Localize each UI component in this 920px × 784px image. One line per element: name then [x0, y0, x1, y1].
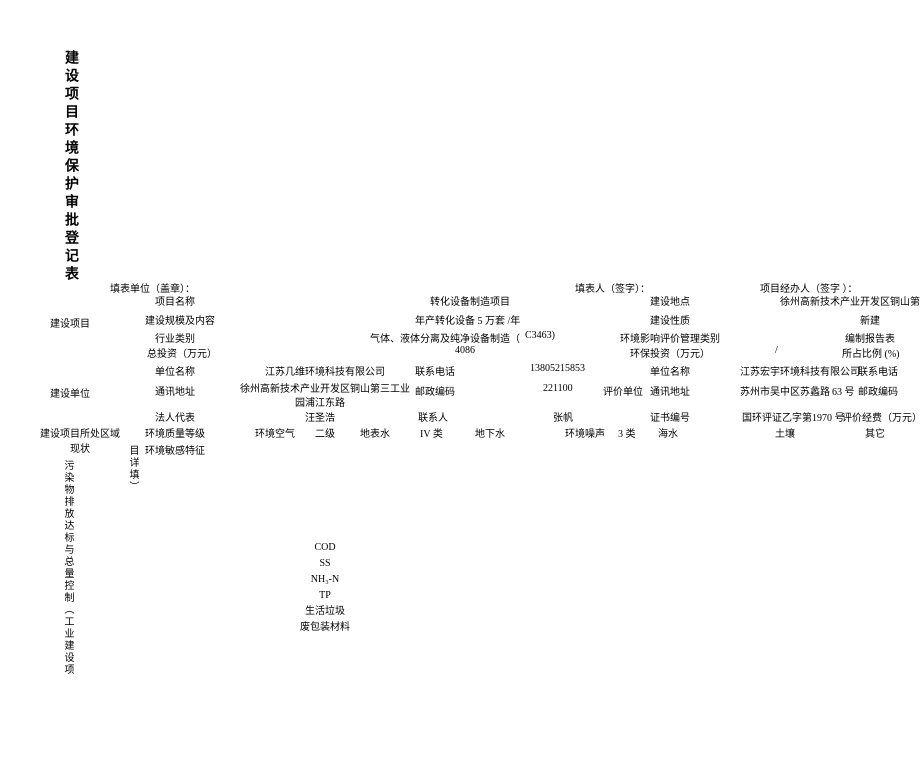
r1-v1: 转化设备制造项目 — [430, 293, 510, 308]
pollutant-item: NH₃-N — [300, 572, 350, 588]
r8-c6: 环境噪声 — [565, 425, 605, 440]
r6-label3: 邮政编码 — [858, 383, 898, 398]
r9-label: 环境敏感特征 — [145, 442, 205, 457]
r1-v2: 徐州高新技术产业开发区铜山第三工业园江 — [780, 293, 920, 308]
r8-c10: 其它 — [865, 425, 885, 440]
r4-v1: 4086 — [455, 345, 475, 356]
r8-c5: 地下水 — [475, 425, 505, 440]
r8-c9: 土壤 — [775, 425, 795, 440]
r8-label: 环境质量等级 — [145, 425, 205, 440]
r2-v1: 年产转化设备 5 万套 /年 — [415, 312, 520, 327]
r2-label2: 建设性质 — [650, 312, 690, 327]
r8-c3: 地表水 — [360, 425, 390, 440]
section-pollutant: 污染物排放达标与总量控制（工业建设项 — [60, 460, 75, 676]
pollutant-item: TP — [300, 588, 350, 604]
r4-label: 总投资（万元） — [147, 345, 217, 360]
r3-label2: 环境影响评价管理类别 — [620, 330, 720, 345]
r8-c4: IV 类 — [420, 425, 443, 440]
pollutant-list: COD SS NH₃-N TP 生活垃圾 废包装材料 — [300, 540, 350, 636]
pollutant-item: 生活垃圾 — [300, 604, 350, 620]
section-unit: 建设单位 — [50, 385, 90, 400]
r5-v1b: 13805215853 — [530, 363, 585, 374]
r6-label: 通讯地址 — [155, 383, 195, 398]
r7-label3: 评价经费（万元） — [842, 409, 920, 424]
r7-v1: 汪圣浩 — [305, 409, 335, 424]
section-region: 建设项目所处区域现状 — [40, 425, 120, 455]
section-project: 建设项目 — [50, 315, 90, 330]
r4-v2: / — [775, 345, 778, 356]
r4-label2: 环保投资（万元） — [630, 345, 710, 360]
pollutant-item: COD — [300, 540, 350, 556]
pollutant-item: 废包装材料 — [300, 620, 350, 636]
r6-label2pre: 评价单位 — [603, 383, 643, 398]
r8-c1: 环境空气 — [255, 425, 295, 440]
header-fill-person: 填表人（签字）： — [575, 280, 650, 295]
r4-label3: 所占比例 (%) — [842, 345, 900, 360]
r3-code: C3463) — [525, 330, 555, 341]
r5-v1: 江苏几维环境科技有限公司 — [265, 363, 385, 378]
r6-v2b: 63 号 — [832, 383, 855, 398]
r7-labelc: 联系人 — [418, 409, 448, 424]
r7-label: 法人代表 — [155, 409, 195, 424]
r6-v1b: 园浦江东路 — [295, 394, 345, 409]
pollutant-item: SS — [300, 556, 350, 572]
r5-label3: 联系电话 — [858, 363, 898, 378]
r3-label: 行业类别 — [155, 330, 195, 345]
r7-v2: 国环评证乙字第 — [742, 409, 812, 424]
r6-v2: 苏州市吴中区苏蠡路 — [740, 383, 830, 398]
r5-v2: 江苏宏宇环境科技有限公司 — [740, 363, 860, 378]
r3-v1: 气体、液体分离及纯净设备制造（ — [370, 330, 520, 345]
section-detail: 目详填） — [125, 445, 140, 493]
r7-v1b: 张帆 — [553, 409, 573, 424]
r6-v1: 徐州高新技术产业开发区铜山第三工业 — [240, 380, 410, 395]
r8-c8: 海水 — [658, 425, 678, 440]
r2-label: 建设规模及内容 — [145, 312, 215, 327]
r6-label2: 通讯地址 — [650, 383, 690, 398]
r5-label2: 单位名称 — [650, 363, 690, 378]
r7-v2b: 1970 号 — [812, 409, 845, 424]
r2-v2: 新建 — [860, 312, 880, 327]
r1-label: 项目名称 — [155, 293, 195, 308]
r7-label2: 证书编号 — [650, 409, 690, 424]
r6-labelc: 邮政编码 — [415, 383, 455, 398]
r3-v2: 编制报告表 — [845, 330, 895, 345]
page-title: 建设项目环境保护审批登记表 — [60, 50, 80, 284]
r5-labelc: 联系电话 — [415, 363, 455, 378]
r8-c2: 二级 — [315, 425, 335, 440]
r6-v1c: 221100 — [543, 383, 573, 394]
r1-label2: 建设地点 — [650, 293, 690, 308]
r8-c7: 3 类 — [618, 425, 636, 440]
r5-label: 单位名称 — [155, 363, 195, 378]
